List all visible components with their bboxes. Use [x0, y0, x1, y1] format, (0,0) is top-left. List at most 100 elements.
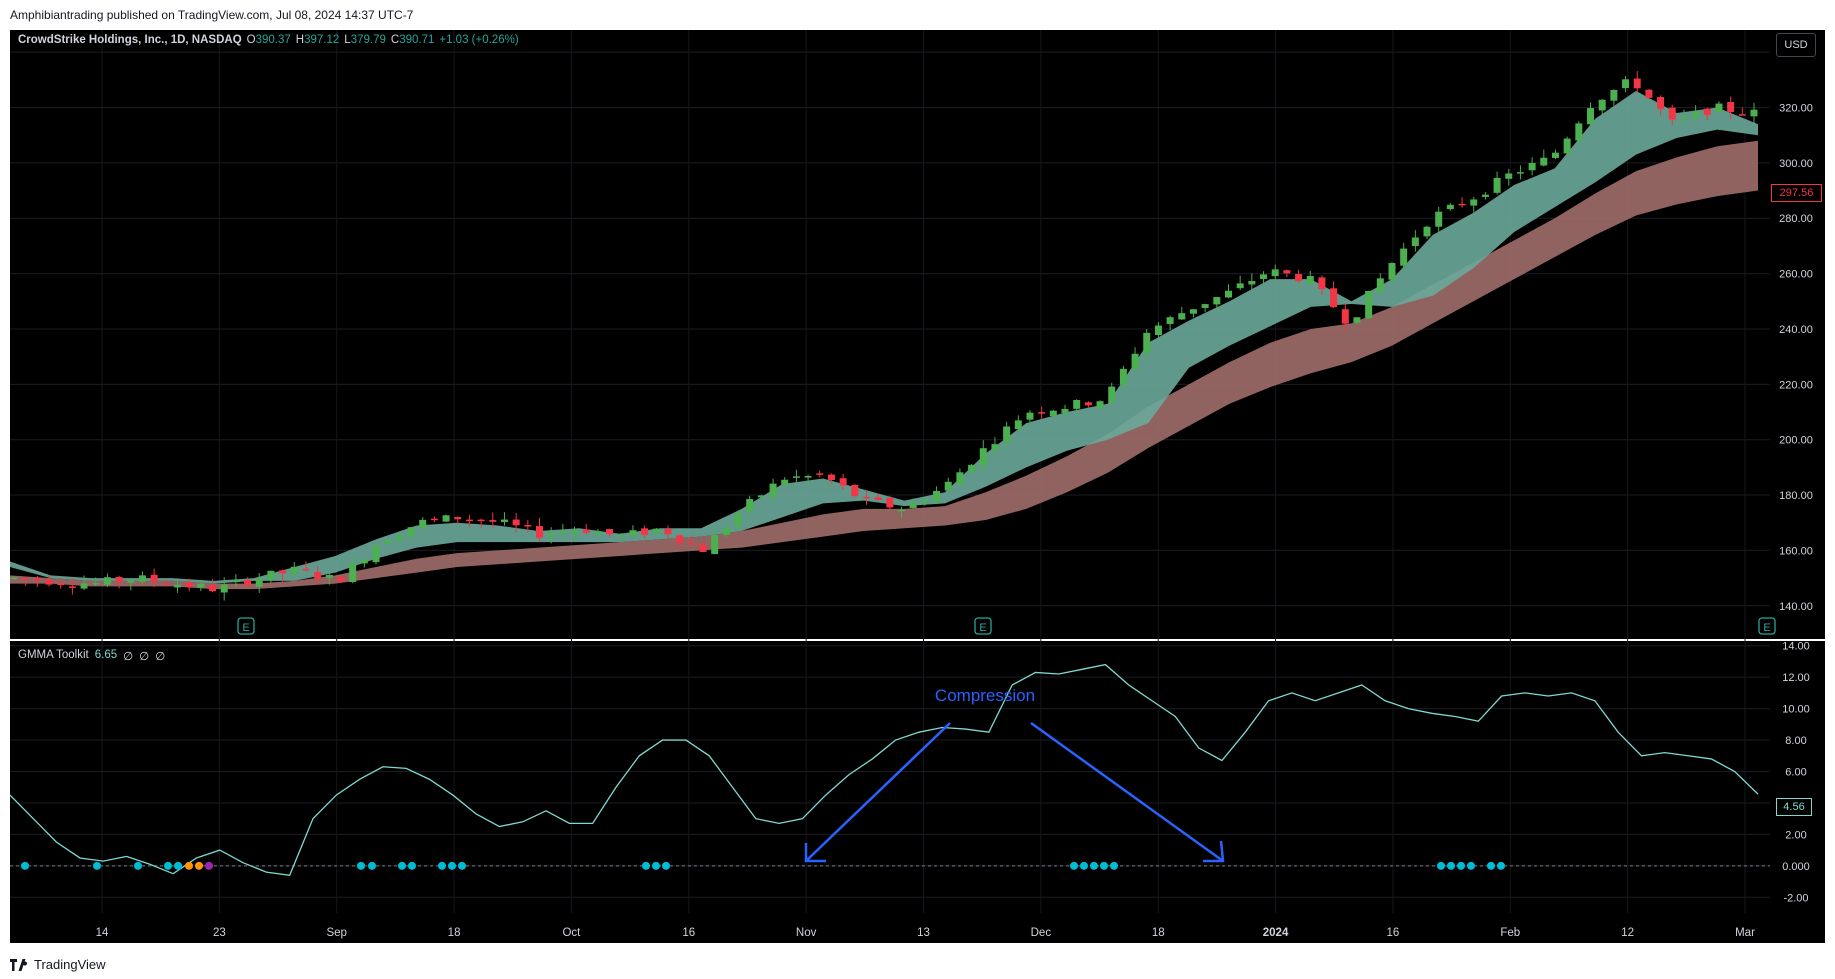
candle-body — [792, 476, 800, 478]
price-tick-label: 140.00 — [1779, 601, 1813, 613]
indicator-pane — [10, 641, 1770, 913]
candle-body — [512, 519, 520, 526]
candle-body — [769, 483, 777, 498]
indicator-extra-1: ∅ — [123, 651, 134, 663]
candle-body — [267, 570, 275, 580]
candle-body — [687, 543, 695, 545]
earnings-marker — [1758, 617, 1776, 635]
signal-dot — [164, 861, 172, 870]
price-tick-label: 260.00 — [1779, 269, 1813, 281]
time-tick-label: 13 — [917, 927, 930, 939]
tradingview-logo-icon — [10, 959, 27, 971]
indicator-tick-label: 0.000 — [1782, 861, 1810, 873]
candle-body — [1376, 278, 1384, 293]
time-tick-label: 12 — [1621, 927, 1634, 939]
candle-body — [1108, 386, 1116, 403]
candle-body — [1143, 332, 1151, 354]
price-axis — [1770, 30, 1825, 913]
candle-body — [582, 529, 590, 533]
candle-body — [1446, 204, 1454, 210]
candle-body — [80, 583, 88, 589]
time-tick-label: 2024 — [1263, 927, 1289, 939]
time-tick-label: Oct — [562, 927, 581, 939]
currency-button[interactable]: USD — [1776, 33, 1816, 57]
candle-body — [1657, 97, 1665, 109]
candle-body — [1073, 400, 1081, 409]
candle-body — [909, 502, 917, 509]
indicator-legend[interactable]: GMMA Toolkit 6.65 ∅ ∅ ∅ — [18, 649, 165, 663]
time-axis — [10, 913, 1825, 943]
signal-dot — [1100, 861, 1108, 870]
candle-body — [45, 579, 53, 585]
candle-body — [874, 497, 882, 501]
candle-body — [1750, 109, 1758, 117]
footer-brand-label: TradingView — [34, 957, 106, 972]
footer-brand[interactable]: TradingView — [10, 953, 106, 977]
high-value: 397.12 — [304, 34, 340, 46]
price-tick-label: 200.00 — [1779, 435, 1813, 447]
candle-body — [1493, 177, 1501, 193]
signal-dot — [185, 861, 193, 870]
candle-body — [1295, 274, 1303, 281]
candle-body — [1738, 114, 1746, 116]
candle-body — [442, 515, 450, 522]
short-ribbon-area — [10, 90, 1758, 584]
indicator-tick-label: 6.00 — [1785, 766, 1806, 778]
close-value: 390.71 — [399, 34, 435, 46]
candle-body — [571, 530, 579, 534]
candle-body — [886, 497, 894, 508]
candle-body — [279, 570, 287, 574]
candle-body — [197, 583, 205, 588]
low-label: L — [344, 34, 351, 46]
candle-body — [1003, 426, 1011, 443]
candle-body — [1353, 317, 1361, 323]
candle-body — [606, 529, 614, 535]
candle-body — [1318, 277, 1326, 290]
candle-body — [1563, 138, 1571, 154]
candle-body — [1622, 79, 1630, 89]
indicator-tick-label: 10.00 — [1782, 704, 1810, 716]
time-tick-label: 23 — [213, 927, 226, 939]
indicator-value: 6.65 — [94, 649, 118, 661]
candle-body — [337, 576, 345, 583]
candle-body — [360, 559, 368, 564]
price-tick-label: 320.00 — [1779, 103, 1813, 115]
signal-dot — [1447, 861, 1455, 870]
candle-body — [68, 586, 76, 588]
earnings-marker-label: E — [1763, 622, 1770, 634]
candle-body — [10, 577, 18, 580]
signal-dot — [1110, 861, 1118, 870]
compression-annotation: Compression — [804, 686, 1225, 863]
candle-body — [1458, 203, 1466, 206]
compression-arrow-left — [805, 722, 951, 862]
candle-body — [734, 513, 742, 527]
indicator-axis-ticks: 14.0012.0010.008.006.004.002.000.000-2.0… — [1782, 641, 1810, 905]
time-tick-label: 18 — [1152, 927, 1165, 939]
price-tick-label: 300.00 — [1779, 158, 1813, 170]
chart-canvas[interactable]: EEE 340.00320.00300.00280.00260.00240.00… — [0, 30, 1835, 950]
indicator-tick-label: 8.00 — [1785, 735, 1806, 747]
candle-body — [220, 584, 228, 593]
candle-body — [500, 519, 508, 523]
indicator-last-badge: 4.56 — [1776, 798, 1812, 816]
signal-dot — [458, 861, 466, 870]
compression-label: Compression — [935, 686, 1035, 705]
candle-body — [1213, 297, 1221, 305]
price-tick-label: 240.00 — [1779, 324, 1813, 336]
open-value: 390.37 — [255, 34, 291, 46]
candle-body — [1692, 111, 1700, 118]
candle-body — [1189, 309, 1197, 314]
candle-body — [1727, 101, 1735, 112]
signal-dot — [398, 861, 406, 870]
candle-body — [921, 500, 929, 504]
candle-body — [547, 533, 555, 537]
candle-body — [839, 478, 847, 486]
candle-body — [1587, 108, 1595, 125]
indicator-tick-label: 2.00 — [1785, 829, 1806, 841]
signal-dot — [1070, 861, 1078, 870]
last-price-badge: 297.56 — [1771, 184, 1822, 202]
candle-body — [1470, 199, 1478, 206]
candle-body — [465, 519, 473, 522]
signal-dots — [21, 861, 1505, 870]
